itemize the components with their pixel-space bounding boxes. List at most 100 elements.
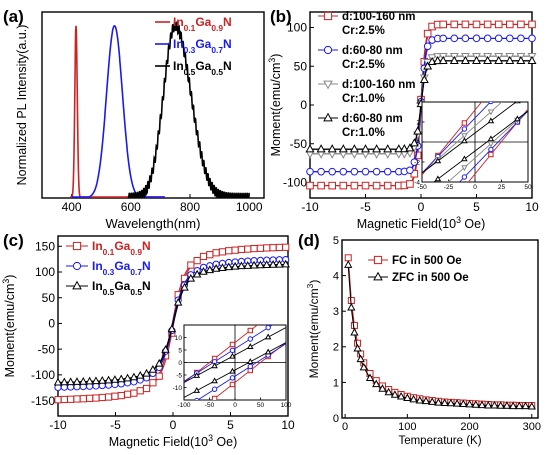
data-point (483, 55, 493, 64)
data-point (372, 181, 381, 190)
legend-marker (72, 241, 82, 251)
data-point (350, 181, 359, 190)
inset-point (488, 146, 494, 153)
data-point (237, 245, 246, 254)
data-point (193, 257, 201, 265)
data-point (396, 392, 406, 400)
inset-point (247, 358, 254, 365)
data-point (517, 20, 525, 29)
inset-point (515, 72, 519, 76)
data-point (439, 20, 447, 29)
data-point (237, 261, 246, 270)
data-point (494, 55, 504, 64)
data-point (350, 167, 359, 176)
data-point (154, 358, 164, 367)
x-axis-label: Magnetic Field(103 Oe) (109, 433, 238, 449)
data-point (459, 399, 468, 408)
inset-point (461, 137, 468, 144)
inset-y-tick-label: 2 (416, 119, 420, 126)
data-point (423, 29, 432, 38)
data-point (438, 55, 448, 64)
y-tick-label: 1 (333, 377, 339, 389)
legend-marker (373, 271, 383, 281)
data-point (494, 34, 503, 43)
inset-point (195, 410, 199, 414)
data-point (347, 303, 356, 311)
data-point (306, 181, 314, 190)
data-point (365, 373, 375, 382)
data-point (243, 261, 253, 269)
inset-y-tick-label: 10 (175, 335, 183, 342)
data-point (494, 20, 503, 29)
data-point (206, 251, 214, 259)
data-point (461, 34, 470, 43)
inset-point (488, 151, 494, 158)
inset-point (462, 185, 466, 189)
data-point (328, 181, 336, 190)
data-point (79, 376, 88, 385)
inset-x-tick-label: 50 (257, 402, 265, 409)
data-point (372, 167, 381, 176)
data-point (60, 395, 68, 404)
legend-label-size: d:60-80 nm (342, 45, 403, 57)
data-point (423, 61, 433, 70)
inset-x-tick-label: -100 (177, 402, 190, 409)
y-tick-label: 50 (294, 59, 308, 73)
data-point (410, 158, 419, 166)
data-point (339, 181, 348, 190)
data-point (350, 327, 359, 336)
data-point (472, 34, 481, 43)
data-point (98, 393, 106, 402)
legend-label-cr: Cr:2.5% (342, 59, 385, 71)
inset-y-tick-label: 4 (416, 99, 420, 106)
legend-marker (323, 45, 333, 55)
data-point (350, 321, 358, 329)
inset-point (487, 135, 495, 142)
x-axis-label: Temperature (K) (398, 435, 481, 447)
panel-label: (b) (270, 7, 292, 26)
x-tick-label: 0 (342, 421, 348, 433)
data-point (250, 244, 258, 253)
data-point (244, 245, 252, 253)
x-tick-label: 10 (525, 200, 539, 214)
pl-curve-In0.1Ga0.9N (70, 25, 165, 198)
inset-point (266, 314, 270, 318)
inset-point (434, 175, 442, 182)
data-point (483, 34, 492, 43)
data-point (508, 401, 518, 410)
x-axis-label: Magnetic Field(103 Oe) (357, 215, 486, 231)
data-point (505, 55, 515, 64)
inset-point (193, 371, 201, 378)
data-point (361, 167, 370, 176)
data-point (440, 398, 449, 406)
data-point (434, 398, 443, 406)
inset-point (515, 86, 520, 90)
data-point (353, 343, 362, 352)
data-point (306, 167, 314, 176)
y-tick-label: 3 (333, 306, 339, 318)
inset-curves (184, 314, 286, 414)
data-point (54, 396, 62, 404)
y-axis-label: Moment(emu/cm3) (267, 54, 283, 157)
x-tick-label: 600 (121, 200, 141, 214)
panel-label: (c) (3, 231, 24, 250)
data-point (409, 138, 419, 147)
data-point (372, 144, 382, 153)
data-point (446, 398, 456, 407)
x-tick-label: 100 (398, 421, 416, 433)
data-point (135, 370, 145, 379)
data-point (212, 249, 220, 257)
inset-branch (467, 108, 528, 182)
data-point (460, 55, 470, 64)
data-point (149, 379, 157, 387)
inset-point (436, 202, 440, 206)
y-tick-label: -100 (31, 368, 55, 382)
legend-marker (323, 80, 333, 90)
data-point (506, 20, 514, 29)
y-tick-label: 50 (42, 291, 56, 305)
data-point (192, 269, 202, 278)
inset-point (265, 325, 271, 331)
pl-curve-In0.3Ga0.7N (71, 24, 165, 198)
legend-label: In0.3Ga0.7N (173, 37, 232, 55)
data-point (73, 395, 81, 403)
